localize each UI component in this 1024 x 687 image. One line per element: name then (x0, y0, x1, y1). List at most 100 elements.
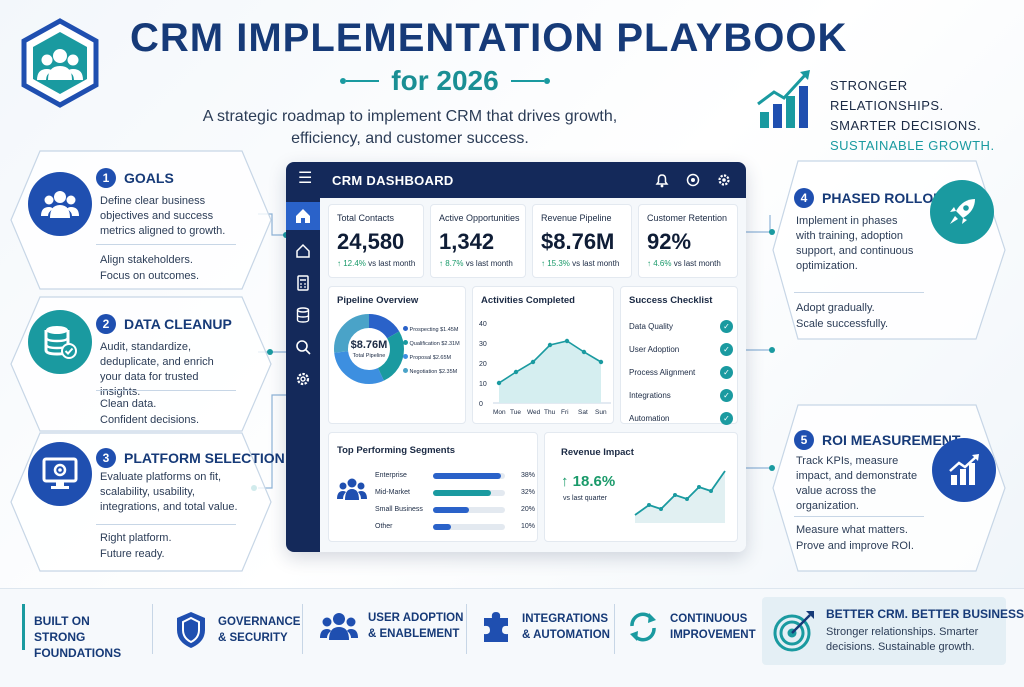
page-subtitle: for 2026 (391, 65, 499, 96)
footer-item-label: USER ADOPTION & ENABLEMENT (368, 612, 464, 640)
kpi-card-total-contacts[interactable]: Total Contacts 24,580 ↑ 12.4% vs last mo… (328, 204, 424, 278)
success-checklist-card[interactable]: Success Checklist Data Quality ✓ User Ado… (620, 286, 738, 425)
kpi-change-value: ↑ 8.7% (439, 259, 464, 268)
footer-separator (302, 604, 303, 654)
checklist-title: Success Checklist (629, 295, 713, 306)
check-icon: ✓ (720, 320, 733, 333)
kpi-value: 92% (647, 229, 692, 254)
pipeline-overview-card[interactable]: Pipeline Overview $8.76M Total Pipeline … (328, 286, 466, 424)
step-3-description: Evaluate platforms on fit, scalability, … (100, 471, 238, 513)
calculator-icon[interactable] (294, 274, 312, 292)
revenue-value: ↑ 18.6% (561, 473, 616, 490)
segment-bar-track (433, 489, 505, 496)
pipeline-center-label: Total Pipeline (352, 353, 386, 359)
checklist-item[interactable]: Process Alignment ✓ (629, 361, 733, 384)
segment-bar-fill (433, 472, 502, 479)
legend-label: Qualification $2.31M (409, 341, 460, 347)
x-tick: Sun (595, 409, 607, 416)
point-mon (496, 380, 502, 386)
x-tick: Fri (561, 409, 569, 416)
checklist-item[interactable]: User Adoption ✓ (629, 338, 733, 361)
checklist-label: Automation (629, 414, 670, 423)
point-sat (581, 349, 587, 355)
segment-bar-track (433, 506, 505, 513)
point-tue (513, 369, 519, 375)
segment-row: Enterprise 38% (375, 467, 535, 484)
better-crm-box: BETTER CRM. BETTER BUSINESS. Stronger re… (762, 597, 1024, 665)
step-3-title-text: PLATFORM SELECTION (124, 450, 285, 466)
kpi-card-active-opportunities[interactable]: Active Opportunities 1,342 ↑ 8.7% vs las… (430, 204, 526, 278)
users-icon (28, 172, 92, 236)
pipeline-title: Pipeline Overview (337, 295, 419, 306)
x-tick: Tue (510, 409, 521, 416)
step-1-description: Define clear business objectives and suc… (100, 195, 226, 237)
top-segments-card[interactable]: Top Performing Segments Enterprise 38% Mi… (328, 432, 538, 542)
step-4-note-2: Scale successfully. (796, 318, 889, 330)
checklist-item[interactable]: Integrations ✓ (629, 384, 733, 407)
step-3-note-1: Right platform. (100, 532, 172, 544)
pipeline-center-value: $8.76M (350, 339, 388, 351)
hamburger-menu-icon[interactable]: ☰ (298, 170, 313, 187)
revenue-impact-card[interactable]: Revenue Impact ↑ 18.6% vs last quarter (544, 432, 738, 542)
users-group-icon (337, 478, 367, 500)
revenue-point (673, 493, 677, 497)
segment-bar-track (433, 472, 505, 479)
revenue-line (634, 470, 726, 516)
search-icon[interactable] (294, 338, 312, 356)
slogan-line-3: SUSTAINABLE GROWTH. (830, 138, 995, 153)
step-2-data-cleanup-panel: 2 DATA CLEANUP Audit, standardize, dedupl… (10, 296, 272, 432)
activities-completed-card[interactable]: Activities Completed 40 30 20 10 0 (472, 286, 614, 424)
segment-bar-fill (433, 489, 491, 496)
kpi-card-revenue-pipeline[interactable]: Revenue Pipeline $8.76M ↑ 15.3% vs last … (532, 204, 632, 278)
checklist-item[interactable]: Data Quality ✓ (629, 315, 733, 338)
step-2-title-text: DATA CLEANUP (124, 316, 232, 332)
checklist-label: Integrations (629, 391, 671, 400)
activities-x-axis: Mon Tue Wed Thu Fri Sat Sun (493, 409, 615, 416)
bell-icon[interactable] (654, 172, 670, 188)
step-1-note-2: Focus on outcomes. (100, 270, 200, 282)
users-icon (320, 613, 358, 640)
revenue-point (647, 503, 651, 507)
point-thu (547, 342, 553, 348)
kpi-change-value: ↑ 4.6% (647, 259, 672, 268)
step-4-phased-rollout-panel: 4 PHASED ROLLOUT Implement in phases with… (772, 160, 1006, 340)
kpi-change-suffix: vs last month (368, 259, 416, 268)
step-5-separator (794, 516, 924, 517)
x-tick: Sat (578, 409, 588, 416)
settings-icon[interactable] (294, 370, 312, 388)
refresh-icon (630, 612, 656, 642)
home-icon[interactable] (294, 207, 312, 225)
y-tick: 0 (479, 401, 483, 408)
checklist-item[interactable]: Automation ✓ (629, 407, 733, 430)
kpi-change-suffix: vs last month (572, 259, 620, 268)
slogan-line-2: SMARTER DECISIONS. (830, 118, 982, 133)
gear-icon[interactable] (716, 172, 732, 188)
step-2-title: 2 DATA CLEANUP (96, 314, 232, 334)
step-1-title-text: GOALS (124, 170, 174, 186)
pipeline-donut-chart (334, 314, 404, 384)
subtitle-dot-right (544, 78, 550, 84)
target-settings-icon[interactable] (685, 172, 701, 188)
dashboard-sidebar (286, 198, 320, 552)
activities-title: Activities Completed (481, 295, 575, 306)
logo-hexagon-icon (21, 18, 99, 108)
database-check-icon (28, 310, 92, 374)
step-3-number: 3 (96, 448, 116, 468)
kpi-label: Customer Retention (647, 213, 728, 223)
database-icon[interactable] (294, 306, 312, 324)
home-outline-icon[interactable] (294, 242, 312, 260)
kpi-value: $8.76M (541, 229, 615, 254)
step-3-title: 3 PLATFORM SELECTION (96, 448, 285, 468)
step-5-roi-measurement-panel: 5 ROI MEASUREMENT Track KPIs, measure imp… (772, 404, 1006, 572)
crm-dashboard: ☰ CRM DASHBOARD Total Contacts 24,580 ↑ … (286, 162, 746, 552)
kpi-card-customer-retention[interactable]: Customer Retention 92% ↑ 4.6% vs last mo… (638, 204, 738, 278)
step-2-note-2: Confident decisions. (100, 414, 200, 426)
kpi-value: 1,342 (439, 229, 495, 254)
revenue-point (697, 485, 701, 489)
step-4-separator (794, 292, 924, 293)
step-4-title-text: PHASED ROLLOUT (822, 190, 952, 206)
kpi-change-suffix: vs last month (465, 259, 513, 268)
footer-separator (614, 604, 615, 654)
segment-pct: 10% (520, 523, 535, 530)
segment-bar-fill (433, 506, 469, 513)
